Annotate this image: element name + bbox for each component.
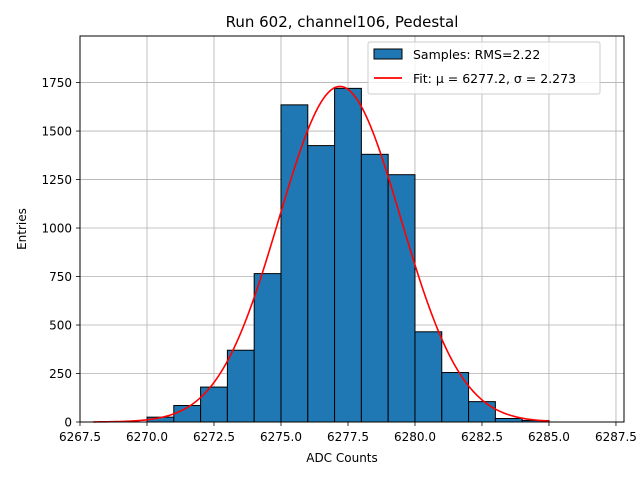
y-tick-label: 500 bbox=[49, 319, 72, 333]
legend-histogram-swatch bbox=[373, 48, 403, 60]
legend: Samples: RMS=2.22 Fit: μ = 6277.2, σ = 2… bbox=[367, 41, 601, 95]
x-tick-label: 6272.5 bbox=[193, 430, 235, 444]
plot-frame bbox=[79, 35, 625, 423]
histogram-bar bbox=[200, 386, 228, 423]
x-tick-label: 6275.0 bbox=[260, 430, 302, 444]
x-tick-label: 6285.0 bbox=[528, 430, 570, 444]
y-axis-label: Entries bbox=[15, 208, 29, 250]
y-tick-label: 1000 bbox=[41, 222, 72, 236]
y-tick-label: 750 bbox=[49, 270, 72, 284]
legend-fit-label: Fit: μ = 6277.2, σ = 2.273 bbox=[413, 71, 576, 86]
x-tick-label: 6277.5 bbox=[327, 430, 369, 444]
x-tick-label: 6287.5 bbox=[595, 430, 637, 444]
x-tick-label: 6267.5 bbox=[59, 430, 101, 444]
x-tick-label: 6270.0 bbox=[126, 430, 168, 444]
histogram-bar bbox=[468, 401, 496, 423]
y-tick-label: 1250 bbox=[41, 173, 72, 187]
y-tick-label: 250 bbox=[49, 367, 72, 381]
histogram-bar bbox=[280, 104, 309, 423]
fit-curve bbox=[93, 85, 550, 423]
histogram-bar bbox=[360, 153, 389, 423]
histogram-bar bbox=[414, 331, 443, 423]
histogram-bar bbox=[334, 87, 362, 423]
x-axis-label: ADC Counts bbox=[306, 451, 378, 465]
chart-title: Run 602, channel106, Pedestal bbox=[226, 13, 459, 31]
legend-histogram-label: Samples: RMS=2.22 bbox=[413, 47, 540, 62]
histogram-bar bbox=[494, 418, 523, 423]
x-tick-label: 6280.0 bbox=[394, 430, 436, 444]
histogram-bar bbox=[387, 174, 416, 423]
y-tick-label: 1500 bbox=[41, 125, 72, 139]
y-tick-label: 1750 bbox=[41, 76, 72, 90]
histogram-bar bbox=[226, 349, 255, 423]
x-tick-label: 6282.5 bbox=[461, 430, 503, 444]
histogram-bar bbox=[253, 273, 282, 423]
legend-box bbox=[367, 41, 601, 95]
histogram-bar bbox=[307, 145, 336, 423]
y-tick-label: 0 bbox=[64, 416, 72, 430]
